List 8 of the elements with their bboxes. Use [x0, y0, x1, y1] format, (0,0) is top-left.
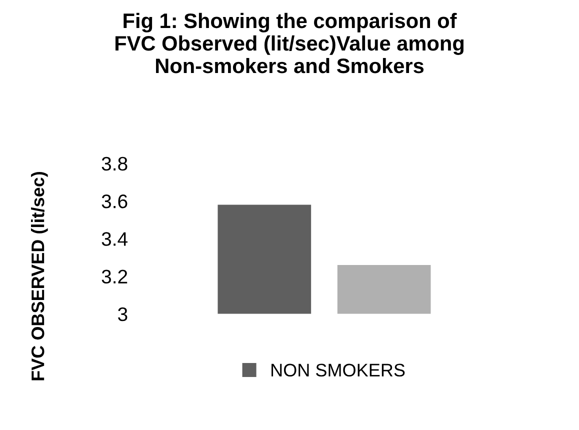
y-tick-label: 3.8: [102, 156, 128, 171]
y-tick-label: 3.2: [102, 270, 128, 284]
y-axis-title: FVC OBSERVED (lit/sec): [30, 172, 48, 380]
y-tick-label: 3: [118, 307, 128, 322]
y-tick-label: 3.6: [102, 194, 128, 208]
chart-title: Fig 1: Showing the comparison of FVC Observed (lit/sec)Value among Non-smokers and Smokers: [116, 12, 464, 74]
y-tick-label: 3.4: [102, 232, 128, 246]
legend-label: NON SMOKERS: [272, 364, 405, 377]
